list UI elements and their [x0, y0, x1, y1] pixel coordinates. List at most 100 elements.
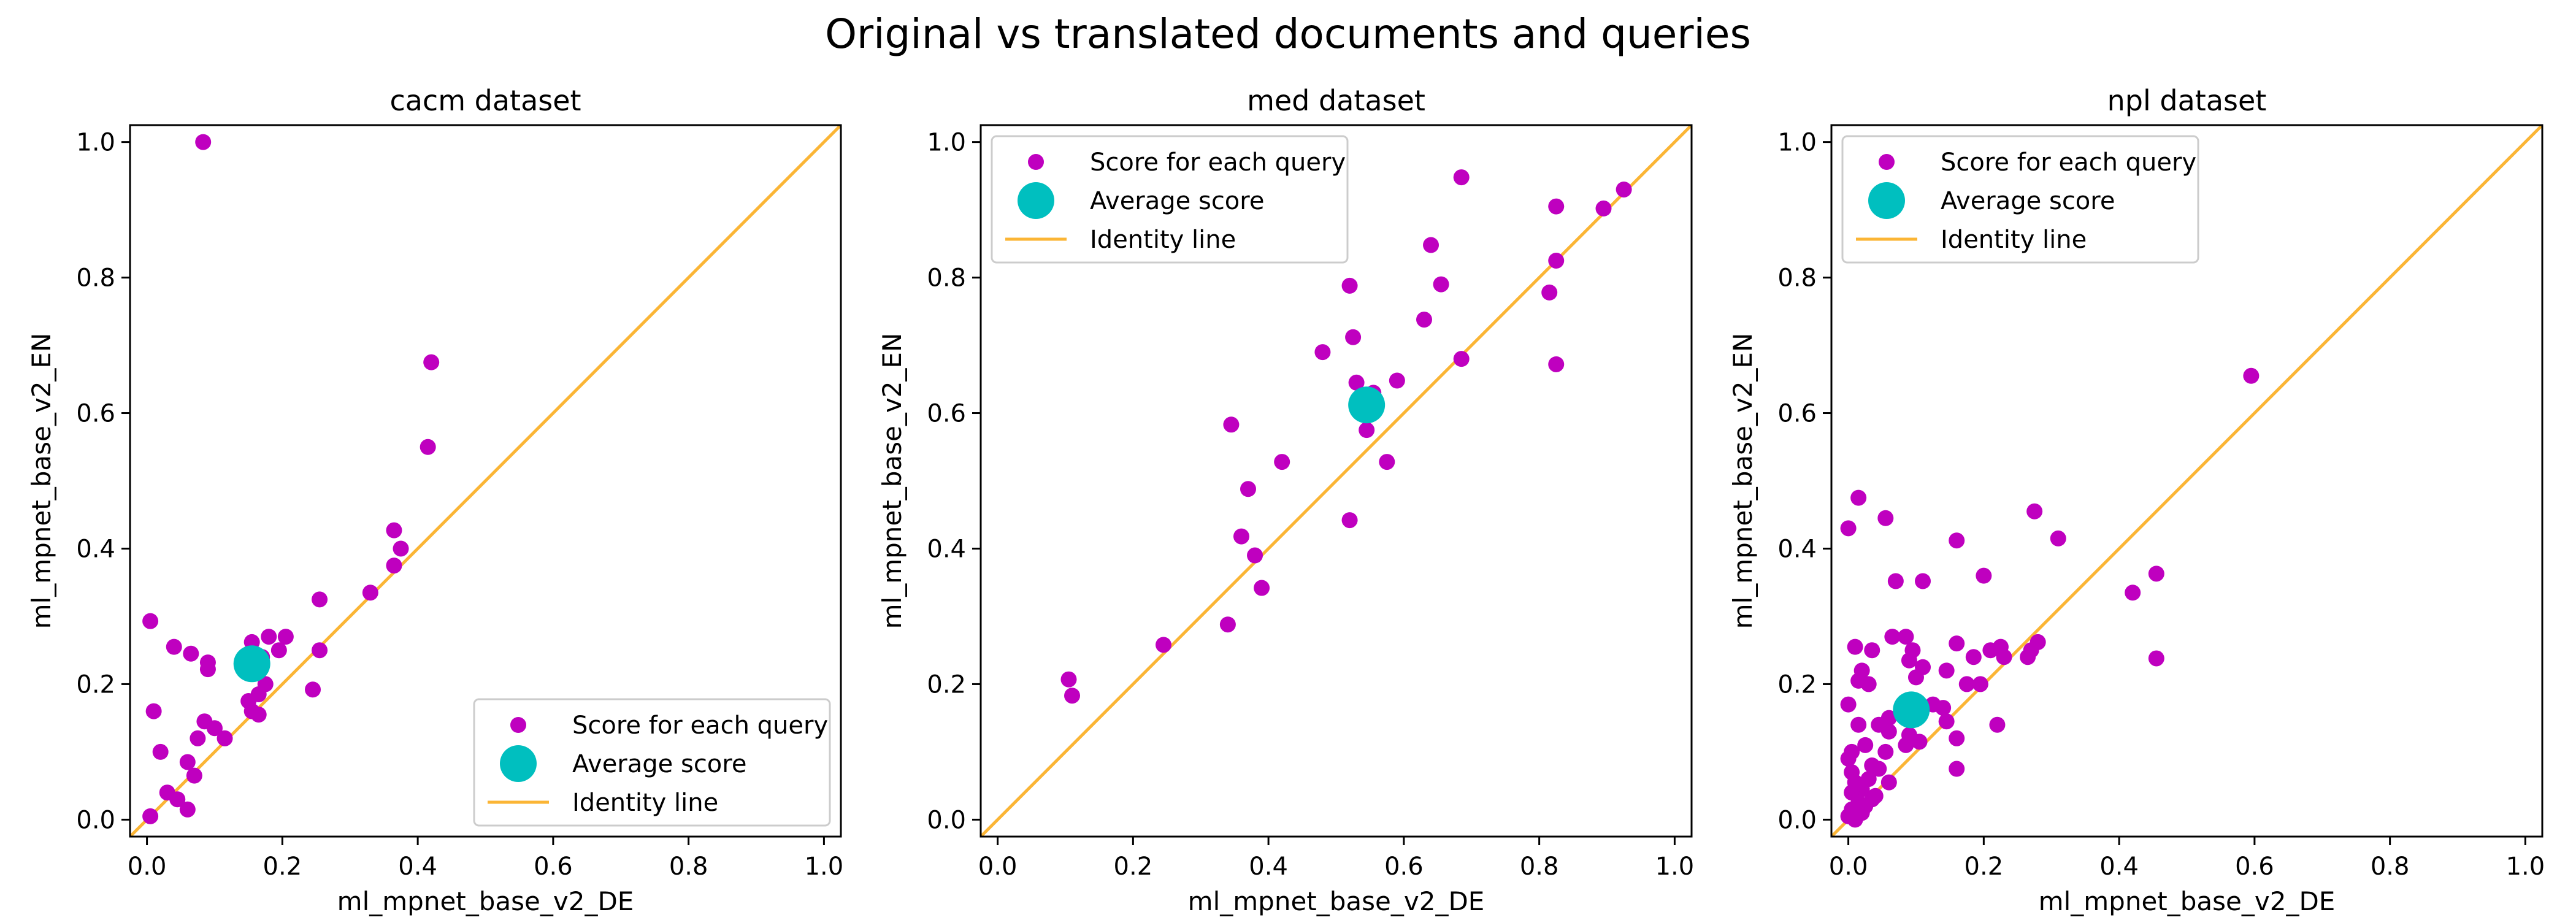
legend-box [1841, 135, 2199, 264]
query-point [1223, 416, 1240, 433]
query-point [1840, 520, 1857, 537]
query-point [1595, 200, 1612, 217]
query-point [1453, 169, 1470, 186]
legend-box [991, 135, 1349, 264]
legend-average-label: Average score [1941, 187, 2115, 215]
identity-line [981, 125, 1692, 837]
query-point [250, 707, 267, 723]
legend: Score for each query Average score Identit… [473, 698, 831, 827]
query-point [1341, 512, 1358, 529]
query-point [2148, 650, 2164, 667]
query-point [186, 767, 202, 784]
legend-average-marker [1018, 182, 1054, 219]
query-points [1060, 169, 1632, 704]
legend: Score for each query Average score Identit… [1841, 135, 2199, 264]
axes-frame [979, 124, 1693, 838]
query-point [1850, 716, 1867, 733]
x-tick-label: 0.2 [1114, 853, 1153, 881]
query-point [1867, 788, 1884, 804]
y-tick-label: 0.2 [76, 670, 115, 699]
y-axis-label: ml_mpnet_base_v2_EN [1728, 333, 1758, 629]
query-point [2125, 585, 2141, 601]
axes-frame [129, 124, 842, 838]
query-points [142, 134, 440, 824]
y-tick-label: 1.0 [1777, 129, 1817, 157]
legend-points-marker [510, 717, 526, 733]
y-tick-label: 0.4 [1777, 535, 1817, 563]
x-tick-label: 0.6 [534, 853, 573, 881]
query-point [1847, 638, 1863, 655]
y-axis-label: ml_mpnet_base_v2_EN [877, 333, 907, 629]
query-point [1345, 329, 1362, 345]
average-point [1348, 386, 1386, 424]
query-point [423, 354, 440, 370]
legend-identity-label: Identity line [1090, 226, 1236, 254]
query-point [1949, 761, 1965, 777]
y-tick-label: 0.8 [927, 264, 966, 293]
legend-box [473, 698, 831, 827]
legend-points-marker [1879, 154, 1895, 170]
query-point [1901, 652, 1917, 669]
query-point [1233, 528, 1249, 545]
query-point [152, 743, 169, 760]
query-point [1548, 252, 1565, 269]
query-point [1911, 734, 1928, 750]
y-tick-label: 0.4 [76, 535, 115, 563]
x-tick-label: 0.8 [2371, 853, 2410, 881]
query-point [1840, 696, 1857, 713]
x-tick-label: 1.0 [2506, 853, 2545, 881]
query-point [1359, 422, 1375, 439]
axes-frame [1830, 124, 2543, 838]
query-point [270, 642, 287, 659]
query-point [1219, 616, 1236, 633]
y-tick-label: 0.2 [927, 670, 966, 699]
figure-title: Original vs translated documents and que… [825, 10, 1751, 58]
query-point [1254, 580, 1270, 596]
y-tick-label: 0.6 [76, 400, 115, 428]
query-point [2243, 367, 2260, 384]
x-axis-label: ml_mpnet_base_v2_DE [337, 886, 634, 916]
y-tick-label: 0.0 [927, 806, 966, 834]
query-point [1907, 669, 1924, 686]
subplot-title: med dataset [1247, 84, 1425, 117]
query-point [199, 661, 216, 678]
x-tick-label: 0.0 [128, 853, 167, 881]
query-point [2026, 503, 2043, 519]
legend: Score for each query Average score Identit… [991, 135, 1349, 264]
x-tick-label: 0.0 [1829, 853, 1868, 881]
query-point [312, 591, 328, 608]
query-point [1341, 277, 1358, 294]
query-point [183, 645, 199, 662]
legend-average-marker [1868, 182, 1905, 219]
query-point [1884, 629, 1901, 645]
y-axis-label: ml_mpnet_base_v2_EN [26, 333, 56, 629]
query-point [1389, 372, 1405, 389]
legend-points-label: Score for each query [1090, 148, 1346, 177]
query-point [305, 681, 321, 698]
query-point [166, 638, 182, 655]
x-tick-label: 0.8 [1520, 853, 1559, 881]
query-point [362, 585, 378, 601]
query-point [1949, 635, 1965, 652]
query-point [1880, 774, 1897, 791]
query-point [1880, 723, 1897, 740]
query-point [386, 558, 402, 574]
legend-identity-label: Identity line [1941, 226, 2087, 254]
query-point [1541, 284, 1558, 301]
y-tick-label: 1.0 [76, 129, 115, 157]
query-point [1247, 547, 1263, 564]
query-point [1877, 510, 1894, 526]
query-point [261, 629, 277, 645]
query-point [386, 522, 402, 539]
query-point [312, 642, 328, 659]
legend-points-label: Score for each query [572, 711, 828, 740]
x-tick-label: 0.2 [263, 853, 302, 881]
query-point [1898, 737, 1914, 753]
query-point [1156, 637, 1172, 653]
x-tick-label: 0.2 [1965, 853, 2004, 881]
chart-panel-3: npl dataset 0.0 0.2 0.4 0.6 0.8 1.0 0.0 0.2 0.4 0.… [1728, 84, 2545, 916]
query-point [1949, 532, 1965, 549]
y-tick-label: 0.4 [927, 535, 966, 563]
query-point [142, 613, 159, 629]
